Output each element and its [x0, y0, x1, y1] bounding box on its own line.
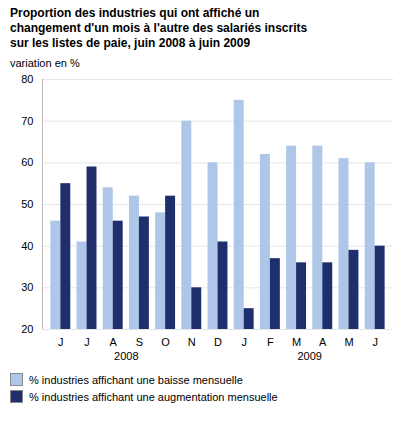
svg-text:M: M — [292, 336, 301, 348]
svg-text:2008: 2008 — [114, 350, 138, 362]
html-text:sur les listes de paie, juin 2: sur les listes de paie, juin 2008 à juin… — [10, 36, 251, 50]
html-text:Proportion des industries qui: Proportion des industries qui ont affich… — [10, 6, 260, 20]
svg-text:S: S — [136, 336, 143, 348]
html-text:changement d'un mois à l'autre: changement d'un mois à l'autre des salar… — [10, 21, 308, 35]
svg-text:O: O — [161, 336, 170, 348]
html-text:variation en %: variation en % — [10, 57, 80, 69]
svg-text:60: 60 — [21, 156, 33, 168]
svg-text:A: A — [110, 336, 118, 348]
svg-text:N: N — [188, 336, 196, 348]
svg-text:50: 50 — [21, 198, 33, 210]
svg-text:J: J — [241, 336, 247, 348]
svg-text:30: 30 — [21, 281, 33, 293]
svg-text:80: 80 — [21, 73, 33, 85]
svg-text:70: 70 — [21, 115, 33, 127]
svg-text:M: M — [344, 336, 353, 348]
svg-text:A: A — [319, 336, 327, 348]
svg-text:J: J — [84, 336, 90, 348]
svg-text:2009: 2009 — [297, 350, 321, 362]
svg-text:20: 20 — [21, 323, 33, 335]
svg-text:40: 40 — [21, 240, 33, 252]
svg-text:J: J — [58, 336, 64, 348]
svg-text:F: F — [267, 336, 274, 348]
svg-text:D: D — [214, 336, 222, 348]
html-text:% industries affichant une aug: % industries affichant une augmentation … — [29, 390, 278, 403]
svg-text:J: J — [372, 336, 378, 348]
html-text:% industries affichant une bai: % industries affichant une baisse mensue… — [29, 373, 243, 386]
